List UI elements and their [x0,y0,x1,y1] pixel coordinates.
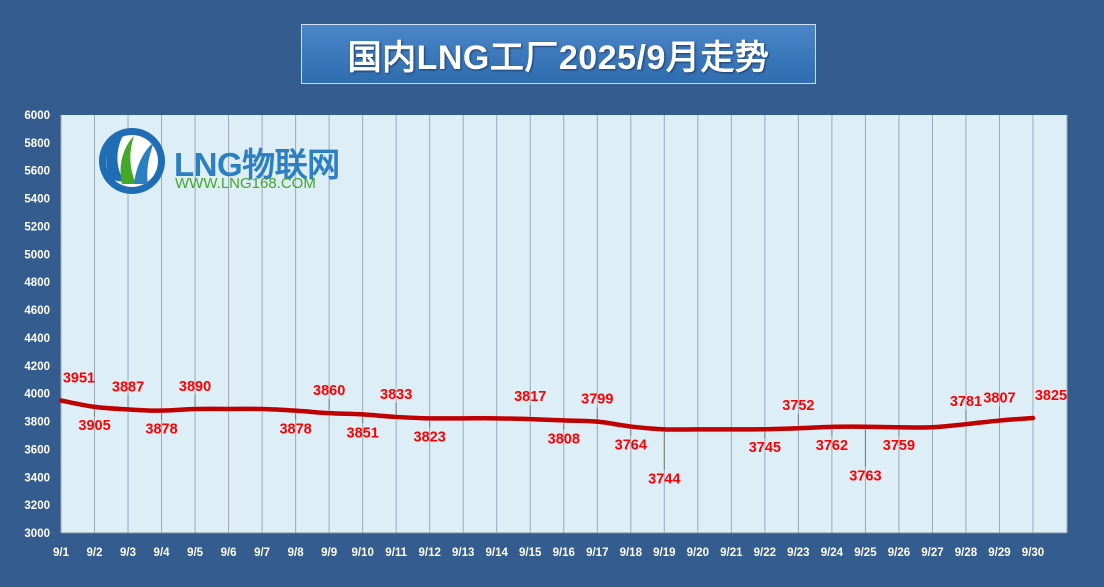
data-label: 3752 [782,398,814,414]
x-tick-label: 9/4 [154,547,171,559]
label-leaders [94,394,1000,470]
x-tick-label: 9/13 [452,547,474,559]
y-tick-label: 4800 [24,277,50,289]
y-tick-label: 5000 [24,249,50,261]
x-tick-label: 9/2 [87,547,103,559]
data-label: 3878 [279,422,311,438]
x-tick-label: 9/16 [553,547,575,559]
data-label: 3781 [950,394,982,410]
data-label: 3759 [883,438,915,454]
x-tick-label: 9/19 [653,547,675,559]
x-tick-label: 9/3 [120,547,136,559]
data-label: 3764 [615,438,647,454]
x-tick-label: 9/28 [955,547,978,559]
y-tick-label: 4400 [24,333,50,345]
y-tick-label: 6000 [24,110,50,122]
data-label: 3762 [816,438,848,454]
y-axis-ticks: 3000 3200 3400 3600 3800 4000 4200 4400 4600 4800… [24,110,50,540]
data-label: 3808 [548,431,580,447]
y-tick-label: 3800 [24,417,50,429]
x-tick-label: 9/20 [687,547,709,559]
data-label: 3887 [112,379,144,395]
x-tick-label: 9/17 [586,547,608,559]
logo-url: WWW.LNG168.COM [175,175,316,192]
data-label: 3745 [749,440,781,456]
y-tick-label: 4600 [24,305,50,317]
data-label: 3799 [581,392,613,408]
x-tick-label: 9/29 [988,547,1010,559]
y-tick-label: 4200 [24,361,50,373]
y-tick-label: 3400 [24,472,50,484]
x-tick-label: 9/24 [821,547,844,559]
data-label: 3833 [380,387,412,403]
data-label: 3817 [514,389,546,405]
y-tick-label: 4000 [24,389,50,401]
data-label: 3825 [1035,388,1067,404]
x-tick-label: 9/10 [351,547,373,559]
x-tick-label: 9/7 [254,547,270,559]
y-tick-label: 5600 [24,166,50,178]
x-tick-label: 9/8 [288,547,305,559]
x-tick-label: 9/23 [787,547,809,559]
x-tick-label: 9/1 [53,547,70,559]
y-tick-label: 3200 [24,500,50,512]
x-tick-label: 9/5 [187,547,204,559]
x-tick-label: 9/25 [854,547,877,559]
x-tick-label: 9/26 [888,547,910,559]
data-label: 3951 [63,370,95,386]
lng-logo: LNG物联网 WWW.LNG168.COM [96,124,376,198]
y-tick-label: 5400 [24,194,50,206]
y-tick-label: 3000 [24,528,50,540]
x-tick-label: 9/6 [221,547,237,559]
x-tick-label: 9/30 [1022,547,1044,559]
data-label: 3823 [414,429,446,445]
y-tick-label: 5200 [24,221,50,233]
data-label: 3744 [648,471,680,487]
data-label: 3878 [145,422,177,438]
x-tick-label: 9/27 [921,547,943,559]
x-tick-label: 9/21 [720,547,743,559]
logo-emblem-icon [99,128,165,194]
x-axis-ticks: 9/1 9/2 9/3 9/4 9/5 9/6 9/7 9/8 9/9 9/10 9/11 9/12 9… [53,547,1044,559]
x-tick-label: 9/15 [519,547,542,559]
data-label: 3905 [78,418,110,434]
data-label: 3890 [179,379,211,395]
y-tick-label: 5800 [24,138,50,150]
logo-brand: LNG物联网 [174,146,340,183]
chart-title: 国内LNG工厂2025/9月走势 [301,24,816,84]
data-labels: 3951 3905 3887 3878 3890 3878 3860 3851 3833 3823… [63,370,1067,487]
series-line [58,398,1036,432]
y-tick-label: 3600 [24,444,50,456]
x-tick-label: 9/12 [418,547,440,559]
x-tick-label: 9/9 [321,547,337,559]
x-tick-label: 9/14 [486,547,509,559]
x-tick-label: 9/22 [754,547,776,559]
data-label: 3807 [983,391,1015,407]
data-label: 3763 [849,469,881,485]
data-label: 3860 [313,383,345,399]
x-tick-label: 9/18 [620,547,643,559]
data-label: 3851 [347,425,379,441]
x-tick-label: 9/11 [385,547,407,559]
